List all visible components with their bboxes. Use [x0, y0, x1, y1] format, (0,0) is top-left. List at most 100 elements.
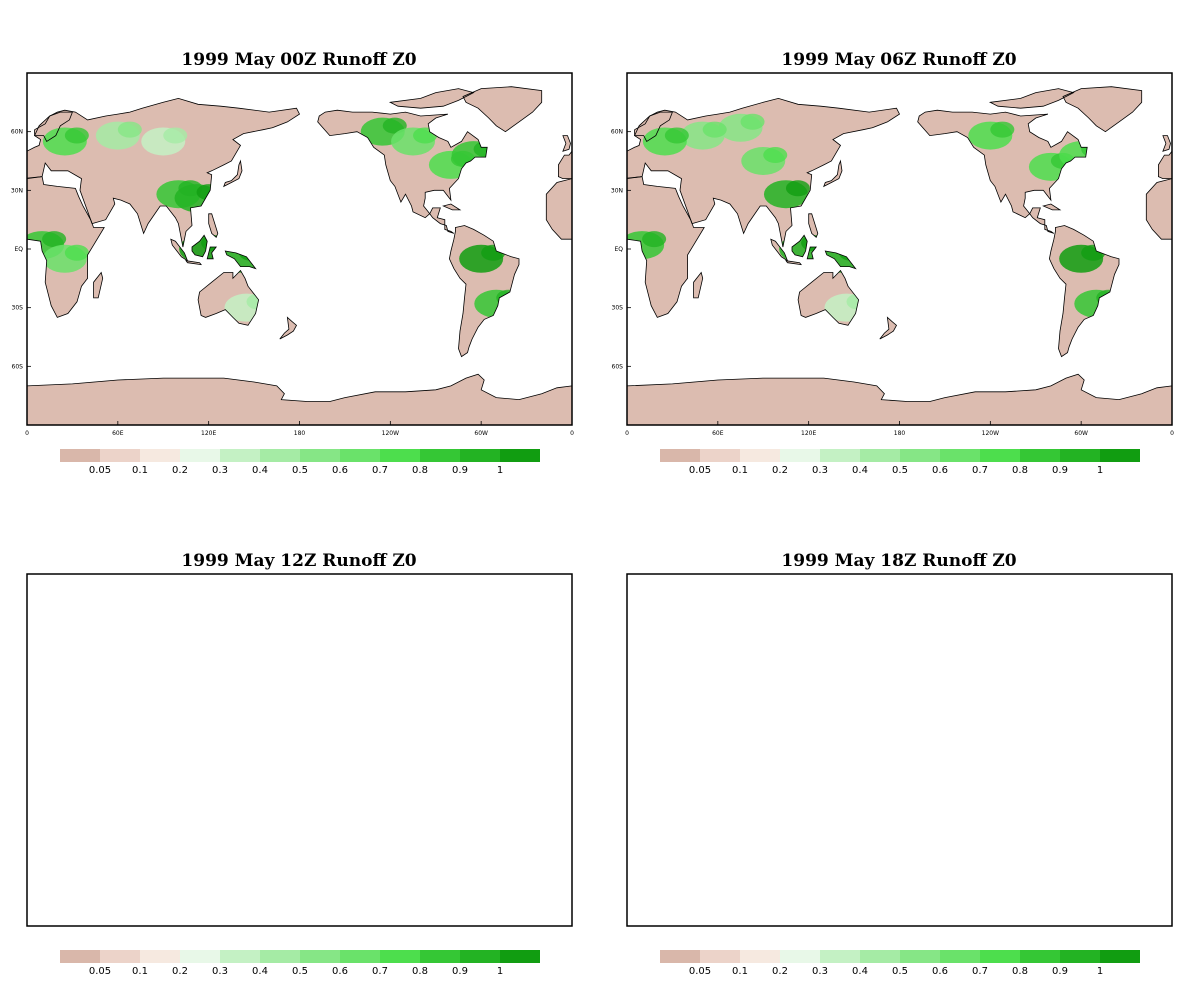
colorbar-swatch	[460, 950, 500, 963]
colorbar-label: 0.7	[972, 465, 988, 476]
colorbar-swatch	[1100, 950, 1140, 963]
coastline	[545, 178, 572, 240]
colorbar-label: 0.6	[932, 966, 948, 977]
map-frame	[26, 573, 573, 927]
landmass-java	[786, 260, 802, 265]
colorbar-label: 0.8	[1012, 966, 1028, 977]
coastline	[462, 86, 543, 133]
coastline	[627, 373, 1172, 425]
coastline	[988, 88, 1075, 109]
colorbar-label: 0.3	[212, 465, 228, 476]
colorbar-swatch	[940, 950, 980, 963]
coastline	[917, 109, 1088, 234]
colorbar-swatch	[1020, 950, 1060, 963]
colorbar-label: 0.6	[332, 966, 348, 977]
colorbar-label: 0.7	[372, 465, 388, 476]
colorbar-swatch	[260, 449, 300, 462]
coastline	[442, 203, 462, 211]
landmass-scandinavia	[34, 112, 73, 142]
colorbar-swatch	[140, 449, 180, 462]
panel-title: 1999 May 06Z Runoff Z0	[781, 50, 1016, 70]
coastline	[693, 271, 704, 299]
colorbar-swatch	[660, 449, 700, 462]
colorbar-label: 0.6	[332, 465, 348, 476]
colorbar-label: 0.4	[852, 465, 868, 476]
colorbar-label: 0.05	[89, 465, 111, 476]
lon-tick-label: 60W	[474, 430, 488, 437]
colorbar-label: 0.1	[132, 465, 148, 476]
coastline	[633, 111, 673, 142]
colorbar-label: 0.9	[1052, 966, 1068, 977]
colorbar-label: 1	[497, 966, 503, 977]
landmass-africa	[627, 176, 705, 318]
colorbar-label: 0.9	[452, 966, 468, 977]
colorbar-swatch	[500, 950, 540, 963]
colorbar-label: 0.4	[252, 966, 268, 977]
colorbar-label: 0.2	[772, 966, 788, 977]
lon-tick-label: 120W	[382, 430, 399, 437]
colorbar-swatch	[340, 950, 380, 963]
coastline	[879, 316, 898, 340]
colorbar-label: 0.3	[812, 465, 828, 476]
lat-tick-label: 60S	[612, 363, 624, 370]
colorbar: 0.05 0.1 0.2 0.3 0.4 0.5 0.6 0.7 0.8 0.9 1	[60, 449, 540, 476]
colorbar-swatch	[60, 950, 100, 963]
colorbar-swatch	[820, 449, 860, 462]
map-body	[27, 73, 572, 425]
colorbar-swatch	[300, 449, 340, 462]
coastline	[806, 246, 818, 260]
lat-tick-label: EQ	[14, 246, 23, 253]
colorbar-label: 0.1	[732, 966, 748, 977]
colorbar-swatch	[180, 449, 220, 462]
coastline	[558, 150, 572, 179]
colorbar-label: 0.8	[1012, 465, 1028, 476]
colorbar-swatch	[1060, 950, 1100, 963]
runoff-patch	[117, 121, 142, 138]
colorbar: 0.05 0.1 0.2 0.3 0.4 0.5 0.6 0.7 0.8 0.9 1	[60, 950, 540, 977]
colorbar-swatch	[700, 449, 740, 462]
lon-tick-label: 120E	[801, 430, 816, 437]
runoff-patch	[702, 121, 727, 138]
lat-tick-label: 30N	[611, 187, 623, 194]
panel-title: 1999 May 00Z Runoff Z0	[181, 50, 416, 70]
colorbar-swatch	[380, 449, 420, 462]
landmass-greenland	[1063, 86, 1142, 132]
coastline	[208, 213, 219, 238]
runoff-patch	[163, 127, 188, 144]
colorbar-swatch	[660, 950, 700, 963]
coastline	[808, 213, 819, 238]
panel-3: 1999 May 18Z Runoff Z0	[626, 551, 1173, 927]
lon-axis: 0 60E 120E 180 120W 60W 0	[25, 421, 574, 437]
coastline	[279, 316, 298, 340]
colorbar-label: 1	[1097, 465, 1103, 476]
colorbar-swatch	[900, 950, 940, 963]
colorbar-swatch	[860, 950, 900, 963]
landmass-arctic-islands	[390, 88, 474, 109]
colorbar-swatch	[980, 950, 1020, 963]
landmass-cuba	[1043, 204, 1060, 210]
landmass-europe-west	[1158, 151, 1172, 179]
runoff-patch	[785, 180, 810, 197]
map-frame	[626, 573, 1173, 927]
colorbar-label: 0.1	[732, 465, 748, 476]
landmass-north-america	[317, 110, 488, 234]
coastline	[206, 246, 218, 260]
landmass-north-america	[917, 110, 1088, 234]
colorbar-label: 0.7	[972, 966, 988, 977]
lon-tick-label: 0	[570, 430, 574, 437]
landmass-new-zealand	[879, 317, 897, 339]
colorbar-label: 0.05	[689, 465, 711, 476]
coastline	[388, 88, 475, 109]
coastline	[1042, 203, 1062, 211]
panel-title: 1999 May 18Z Runoff Z0	[781, 551, 1016, 571]
landmass-madagascar	[693, 272, 703, 298]
coastline	[197, 269, 260, 326]
colorbar-swatch	[420, 449, 460, 462]
landmass-philippines	[208, 213, 218, 238]
colorbar-label: 0.4	[252, 465, 268, 476]
lat-tick-label: EQ	[614, 246, 623, 253]
landmass-africa-west	[1146, 178, 1172, 240]
coastline	[797, 269, 860, 326]
panel-2: 1999 May 12Z Runoff Z0	[26, 551, 573, 927]
